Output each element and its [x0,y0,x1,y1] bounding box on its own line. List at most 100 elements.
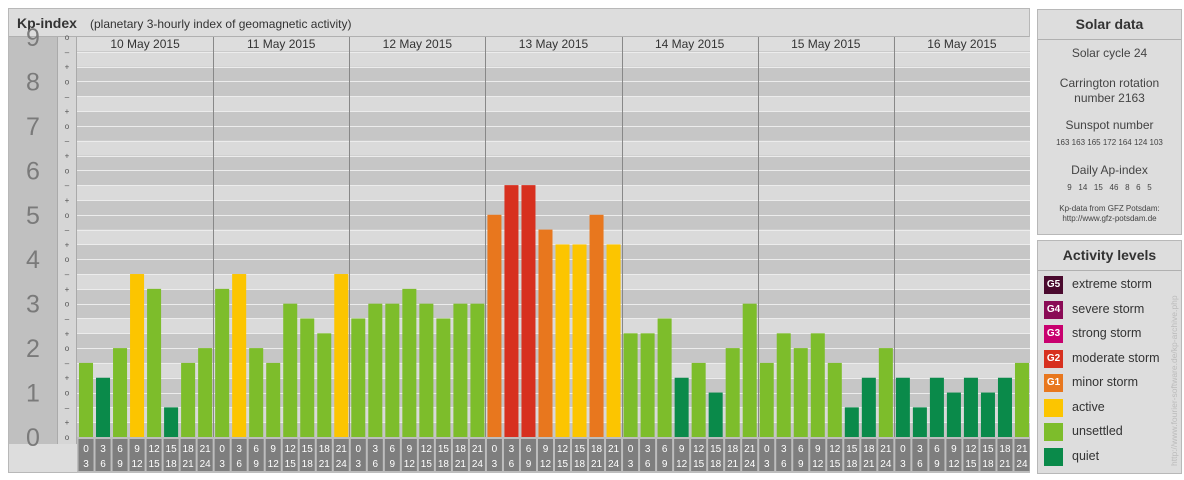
kp-bar [963,377,978,437]
slot-cell [435,439,451,471]
level-g5: G5 extreme storm [1044,276,1178,294]
band-light [77,140,1030,156]
slot-start-label: 3 [781,444,787,455]
y-tick-label: 7 [26,113,40,141]
source-line-2: http://www.gfz-potsdam.de [1062,214,1157,223]
kp-bar [895,377,910,437]
minor-tick: – [65,226,70,235]
minor-tick: o [65,433,70,442]
slot-start-label: 18 [183,444,195,455]
kp-bar [725,348,740,437]
kp-bar [436,318,451,437]
kp-bar [130,274,145,437]
credit-url[interactable]: http://www.fourier-software.de/kp-archiv… [1169,295,1179,466]
day-header-bg [349,37,486,51]
level-label: active [1072,399,1105,414]
slot-start-label: 0 [764,444,770,455]
slot-end-label: 15 [693,459,705,470]
level-g3: G3 strong storm [1044,325,1178,343]
day-label: 10 May 2015 [110,37,180,51]
day-label: 14 May 2015 [655,37,725,51]
slot-start-label: 12 [149,444,161,455]
level-g2: G2 moderate storm [1044,349,1178,368]
kp-bar [793,348,808,437]
slot-end-label: 21 [999,459,1011,470]
slot-cell [231,439,247,471]
day-header-bg [77,37,214,51]
slot-cell [963,439,979,471]
band-light [77,229,1030,245]
slot-cell [265,439,281,471]
slot-end-label: 12 [132,459,144,470]
y-tick-label: 2 [26,335,40,363]
kp-bar [1014,362,1029,437]
minor-tick: o [65,389,70,398]
kp-bar [912,407,927,437]
slot-cell [759,439,775,471]
slot-cell [827,439,843,471]
day-header-bg [213,37,350,51]
slot-end-label: 6 [645,459,651,470]
slot-cell [214,439,230,471]
kp-bar [521,185,536,437]
kp-bar [487,214,502,437]
y-axis: 0 1 2 3 4 5 6 7 8 9 o + – o + – o + – o + – o + – o + – o + – o + – o + – o [9,24,77,452]
slot-cell [572,439,588,471]
slot-cell [384,439,400,471]
day-label: 12 May 2015 [383,37,453,51]
kp-bar [878,348,893,437]
sunspot-title: Sunspot number [1065,118,1154,132]
minor-tick: – [65,403,70,412]
slot-end-label: 9 [253,459,259,470]
minor-tick: o [65,344,70,353]
slot-start-label: 15 [846,444,858,455]
minor-tick: o [65,122,70,131]
kp-bar [657,318,672,437]
slot-cell [691,439,707,471]
y-tick-label: 6 [26,157,40,185]
slot-end-label: 18 [302,459,314,470]
slot-start-label: 0 [219,444,225,455]
slot-cell [333,439,349,471]
day-label: 16 May 2015 [927,37,997,51]
carrington-line-2: number 2163 [1074,91,1145,105]
slot-end-label: 3 [83,459,89,470]
y-tick-label: 9 [26,24,40,52]
slot-end-label: 3 [492,459,498,470]
ap-values: 9 14 15 46 8 6 5 [1067,183,1152,192]
slot-start-label: 6 [798,444,804,455]
slot-cell [640,439,656,471]
slot-cell [129,439,145,471]
slot-end-label: 24 [744,459,756,470]
slot-cell [589,439,605,471]
kp-bar [640,333,655,437]
slot-cell [503,439,519,471]
slot-start-label: 12 [421,444,433,455]
slot-end-label: 18 [574,459,586,470]
slot-start-label: 9 [134,444,140,455]
slot-end-label: 3 [764,459,770,470]
level-label: moderate storm [1072,350,1160,365]
slot-end-label: 12 [676,459,688,470]
kp-bar [181,362,196,437]
kp-bar [504,185,519,437]
slot-cell [112,439,128,471]
kp-bar [861,377,876,437]
sunspot-values: 163 163 165 172 164 124 103 [1056,138,1163,147]
slot-end-label: 24 [880,459,892,470]
slot-end-label: 3 [219,459,225,470]
slot-start-label: 3 [373,444,379,455]
kp-bar [79,362,94,437]
slot-start-label: 12 [965,444,977,455]
slot-start-label: 18 [591,444,603,455]
day-header-bg [893,37,1030,51]
band-light [77,407,1030,423]
slot-start-label: 12 [285,444,297,455]
slot-start-label: 3 [236,444,242,455]
minor-tick: + [65,285,70,294]
slot-cell [350,439,366,471]
slot-start-label: 0 [356,444,362,455]
slot-cell [878,439,894,471]
kp-bar [419,303,434,437]
kp-bar [929,377,944,437]
